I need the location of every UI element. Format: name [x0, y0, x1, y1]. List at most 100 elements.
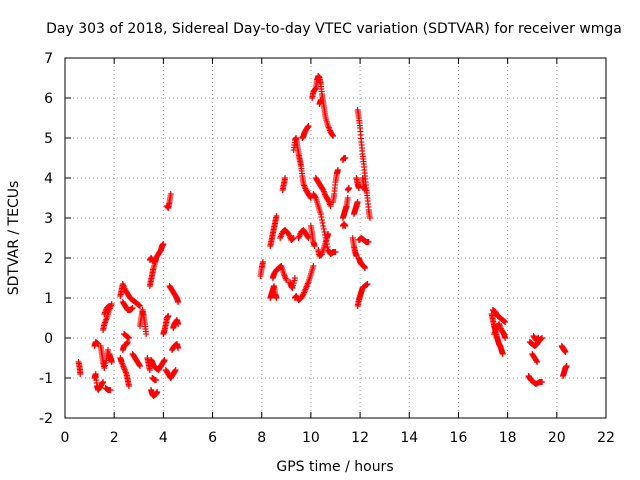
x-tick-label: 22 — [597, 430, 615, 446]
data-point — [137, 303, 144, 309]
data-point — [99, 380, 106, 386]
data-point — [165, 313, 172, 319]
y-tick-label: -1 — [39, 371, 53, 387]
data-point — [137, 363, 144, 369]
data-point — [330, 133, 337, 139]
data-point — [325, 231, 332, 237]
x-tick-label: 20 — [548, 430, 566, 446]
data-point — [344, 195, 351, 201]
data-points — [75, 73, 570, 399]
x-tick-label: 6 — [208, 430, 217, 446]
data-point — [283, 277, 290, 283]
data-point — [362, 187, 369, 193]
data-point — [129, 305, 136, 311]
data-point — [319, 220, 326, 226]
data-point — [535, 335, 542, 341]
y-tick-label: 7 — [44, 51, 53, 67]
data-point — [317, 211, 324, 217]
y-tick-label: 2 — [44, 251, 53, 267]
x-tick-label: 0 — [61, 430, 70, 446]
data-point — [364, 281, 371, 287]
data-point — [310, 263, 317, 269]
data-point — [154, 389, 161, 395]
y-tick-label: 5 — [44, 131, 53, 147]
data-point — [259, 259, 266, 265]
y-tick-label: 3 — [44, 211, 53, 227]
data-point — [291, 275, 298, 281]
data-point — [320, 223, 327, 229]
data-point — [304, 234, 311, 240]
x-tick-label: 14 — [400, 430, 418, 446]
data-point — [106, 303, 113, 309]
data-point — [334, 167, 341, 173]
data-point — [167, 191, 174, 197]
y-tick-label: 4 — [44, 171, 53, 187]
y-tick-label: 0 — [44, 331, 53, 347]
x-tick-label: 4 — [159, 430, 168, 446]
x-tick-label: 18 — [499, 430, 517, 446]
data-point — [332, 249, 339, 255]
data-point — [175, 345, 182, 351]
data-point — [342, 155, 349, 161]
x-tick-label: 8 — [257, 430, 266, 446]
y-axis-label: SDTVAR / TECUs — [6, 181, 22, 296]
data-point — [327, 203, 334, 209]
y-tick-label: -2 — [39, 411, 53, 427]
data-point — [317, 97, 324, 103]
data-point — [160, 241, 167, 247]
data-point — [320, 226, 327, 232]
data-point — [502, 319, 509, 325]
data-point — [533, 358, 540, 364]
data-point — [502, 335, 509, 341]
data-point — [318, 214, 325, 220]
data-point — [136, 362, 143, 368]
data-point — [366, 215, 373, 221]
y-tick-label: 6 — [44, 91, 53, 107]
y-tick-label: 1 — [44, 291, 53, 307]
data-point — [125, 335, 132, 341]
data-point — [175, 299, 182, 305]
data-point — [362, 265, 369, 271]
data-point — [346, 185, 353, 191]
data-point — [172, 367, 179, 373]
data-point — [311, 243, 318, 249]
data-point — [539, 379, 546, 385]
x-tick-labels: 0 2 4 6 8 10 12 14 16 18 20 22 — [61, 430, 615, 446]
x-tick-label: 10 — [302, 430, 320, 446]
data-point — [273, 295, 280, 301]
data-point — [312, 86, 319, 92]
x-axis-label: GPS time / hours — [276, 459, 393, 475]
data-point — [100, 379, 107, 385]
data-point — [318, 217, 325, 223]
x-tick-label: 12 — [351, 430, 369, 446]
data-point — [329, 132, 336, 138]
data-point — [146, 367, 153, 373]
data-point — [355, 185, 362, 191]
data-point — [125, 383, 132, 389]
data-point — [534, 359, 541, 365]
data-point — [563, 363, 570, 369]
data-point — [321, 229, 328, 235]
y-tick-labels: -2 -1 0 1 2 3 4 5 6 7 — [39, 51, 53, 427]
data-point — [105, 347, 112, 353]
data-point — [342, 223, 349, 229]
data-point — [273, 213, 280, 219]
x-tick-label: 16 — [450, 430, 468, 446]
data-point — [282, 175, 289, 181]
x-tick-label: 2 — [110, 430, 119, 446]
data-point — [107, 387, 114, 393]
data-point — [305, 123, 312, 129]
data-point — [152, 377, 159, 383]
plot-frame — [64, 57, 607, 419]
data-point — [175, 321, 182, 327]
data-point — [77, 371, 84, 377]
data-point — [365, 239, 372, 245]
data-point — [562, 349, 569, 355]
data-point — [499, 351, 506, 357]
data-point — [161, 357, 168, 363]
data-point — [143, 331, 150, 337]
data-point — [312, 194, 319, 200]
chart-title: Day 303 of 2018, Sidereal Day-to-day VTE… — [46, 21, 622, 37]
data-point — [172, 368, 179, 374]
